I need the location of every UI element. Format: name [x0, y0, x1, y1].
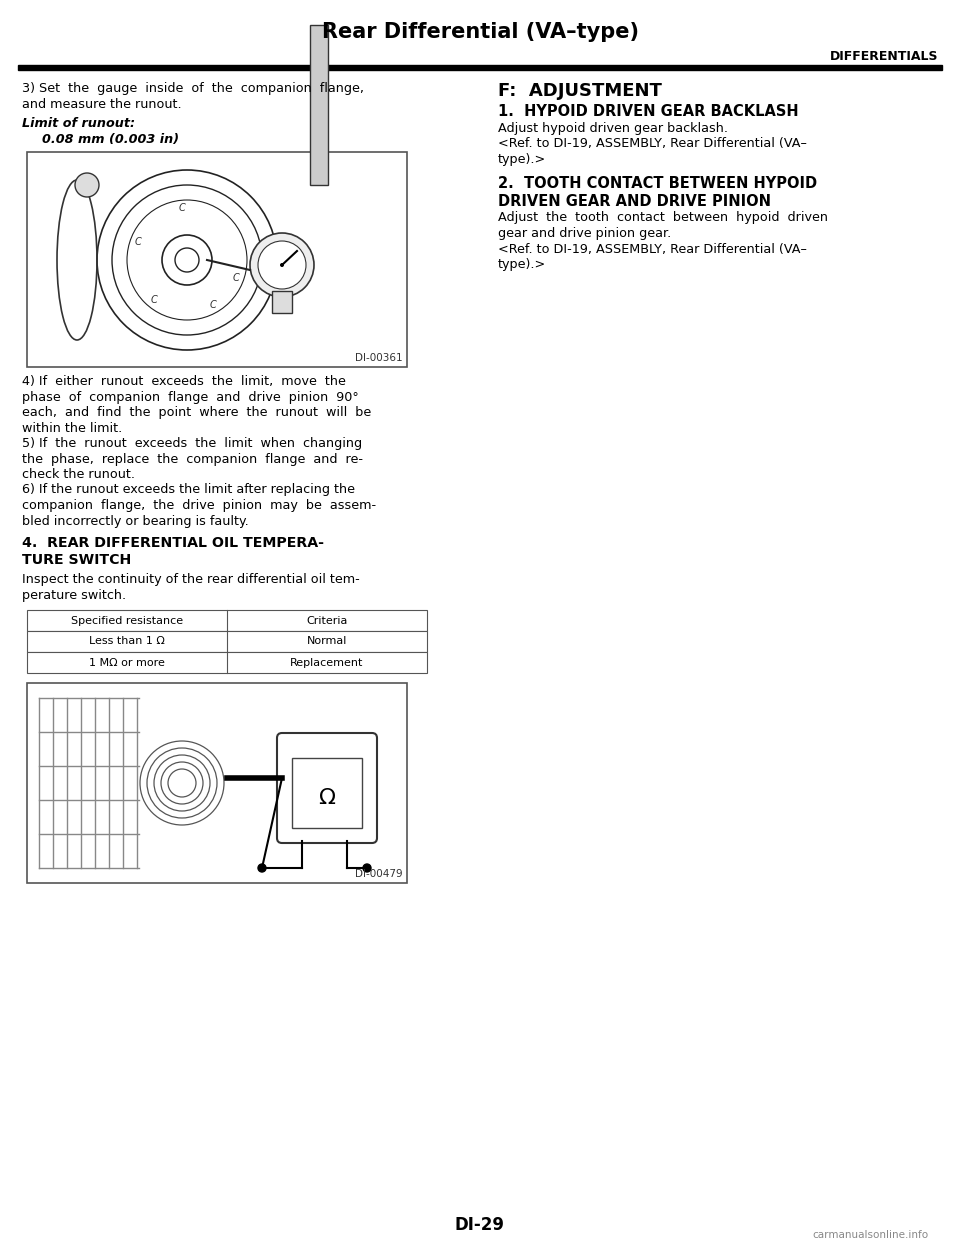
Bar: [27, 683, 407, 883]
Circle shape: [363, 864, 371, 872]
Text: carmanualsonline.info: carmanualsonline.info: [812, 1230, 928, 1240]
Text: <Ref. to DI-19, ASSEMBLY, Rear Differential (VA–: <Ref. to DI-19, ASSEMBLY, Rear Different…: [498, 138, 806, 150]
Text: gear and drive pinion gear.: gear and drive pinion gear.: [498, 227, 671, 240]
Text: <Ref. to DI-19, ASSEMBLY, Rear Differential (VA–: <Ref. to DI-19, ASSEMBLY, Rear Different…: [498, 242, 806, 256]
Text: C: C: [232, 273, 239, 283]
Bar: [27, 652, 427, 673]
Text: DI-00361: DI-00361: [355, 353, 403, 363]
Text: DI-29: DI-29: [455, 1216, 505, 1235]
Text: Rear Differential (VA–type): Rear Differential (VA–type): [322, 22, 638, 42]
Text: Adjust  the  tooth  contact  between  hypoid  driven: Adjust the tooth contact between hypoid …: [498, 211, 828, 225]
Text: C: C: [134, 237, 141, 247]
Text: 0.08 mm (0.003 in): 0.08 mm (0.003 in): [42, 133, 180, 145]
Text: Criteria: Criteria: [306, 616, 348, 626]
Bar: [272, 291, 292, 313]
Text: 2.  TOOTH CONTACT BETWEEN HYPOID: 2. TOOTH CONTACT BETWEEN HYPOID: [498, 176, 817, 191]
Bar: [18, 65, 942, 70]
Text: F:  ADJUSTMENT: F: ADJUSTMENT: [498, 82, 661, 101]
Circle shape: [280, 263, 284, 267]
Text: 3) Set  the  gauge  inside  of  the  companion  flange,: 3) Set the gauge inside of the companion…: [22, 82, 364, 94]
Text: Less than 1 Ω: Less than 1 Ω: [89, 636, 165, 647]
Text: companion  flange,  the  drive  pinion  may  be  assem-: companion flange, the drive pinion may b…: [22, 499, 376, 512]
Text: 4) If  either  runout  exceeds  the  limit,  move  the: 4) If either runout exceeds the limit, m…: [22, 375, 346, 388]
Text: Ω: Ω: [319, 787, 335, 809]
Text: phase  of  companion  flange  and  drive  pinion  90°: phase of companion flange and drive pini…: [22, 390, 359, 404]
Bar: [27, 152, 407, 366]
Text: and measure the runout.: and measure the runout.: [22, 98, 181, 111]
Text: C: C: [209, 301, 216, 310]
Text: 6) If the runout exceeds the limit after replacing the: 6) If the runout exceeds the limit after…: [22, 483, 355, 497]
Text: DRIVEN GEAR AND DRIVE PINION: DRIVEN GEAR AND DRIVE PINION: [498, 194, 771, 209]
Text: Specified resistance: Specified resistance: [71, 616, 183, 626]
Text: Replacement: Replacement: [290, 657, 364, 667]
Circle shape: [75, 173, 99, 197]
Text: TURE SWITCH: TURE SWITCH: [22, 554, 132, 568]
Text: 4.  REAR DIFFERENTIAL OIL TEMPERA-: 4. REAR DIFFERENTIAL OIL TEMPERA-: [22, 537, 324, 550]
Text: check the runout.: check the runout.: [22, 468, 135, 481]
Text: C: C: [150, 294, 156, 304]
Text: Limit of runout:: Limit of runout:: [22, 117, 135, 130]
Circle shape: [250, 233, 314, 297]
Text: Adjust hypoid driven gear backlash.: Adjust hypoid driven gear backlash.: [498, 122, 728, 135]
Bar: [310, 25, 328, 185]
Text: perature switch.: perature switch.: [22, 589, 126, 601]
Text: C: C: [180, 204, 186, 214]
Text: 1.  HYPOID DRIVEN GEAR BACKLASH: 1. HYPOID DRIVEN GEAR BACKLASH: [498, 104, 799, 119]
Text: the  phase,  replace  the  companion  flange  and  re-: the phase, replace the companion flange …: [22, 452, 363, 466]
Bar: [292, 758, 362, 828]
Circle shape: [258, 864, 266, 872]
Circle shape: [258, 241, 306, 289]
Text: DI-00479: DI-00479: [355, 869, 403, 879]
Text: each,  and  find  the  point  where  the  runout  will  be: each, and find the point where the runou…: [22, 406, 372, 419]
Bar: [27, 610, 427, 631]
Text: type).>: type).>: [498, 153, 546, 166]
Text: Normal: Normal: [307, 636, 348, 647]
Text: 5) If  the  runout  exceeds  the  limit  when  changing: 5) If the runout exceeds the limit when …: [22, 437, 362, 450]
FancyBboxPatch shape: [277, 733, 377, 843]
Text: bled incorrectly or bearing is faulty.: bled incorrectly or bearing is faulty.: [22, 514, 249, 528]
Bar: [27, 631, 427, 652]
Text: Inspect the continuity of the rear differential oil tem-: Inspect the continuity of the rear diffe…: [22, 573, 360, 586]
Text: DIFFERENTIALS: DIFFERENTIALS: [829, 50, 938, 62]
Text: type).>: type).>: [498, 258, 546, 271]
Text: 1 MΩ or more: 1 MΩ or more: [89, 657, 165, 667]
Text: within the limit.: within the limit.: [22, 421, 122, 435]
